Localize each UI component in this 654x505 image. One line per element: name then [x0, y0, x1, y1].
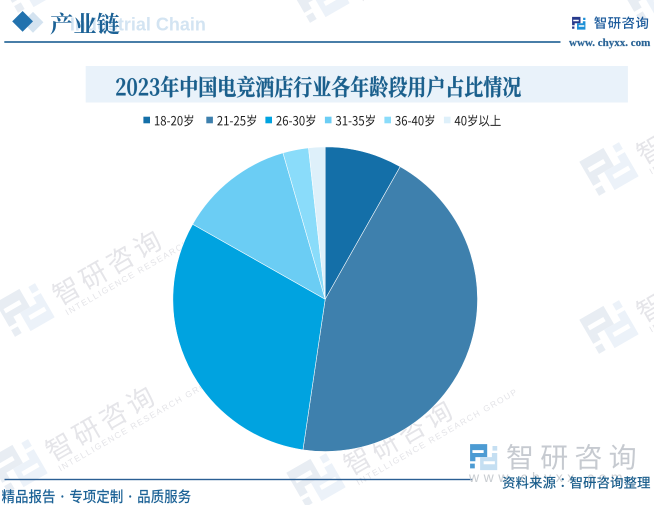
svg-text:www. chyxx. com: www. chyxx. com [569, 37, 650, 49]
